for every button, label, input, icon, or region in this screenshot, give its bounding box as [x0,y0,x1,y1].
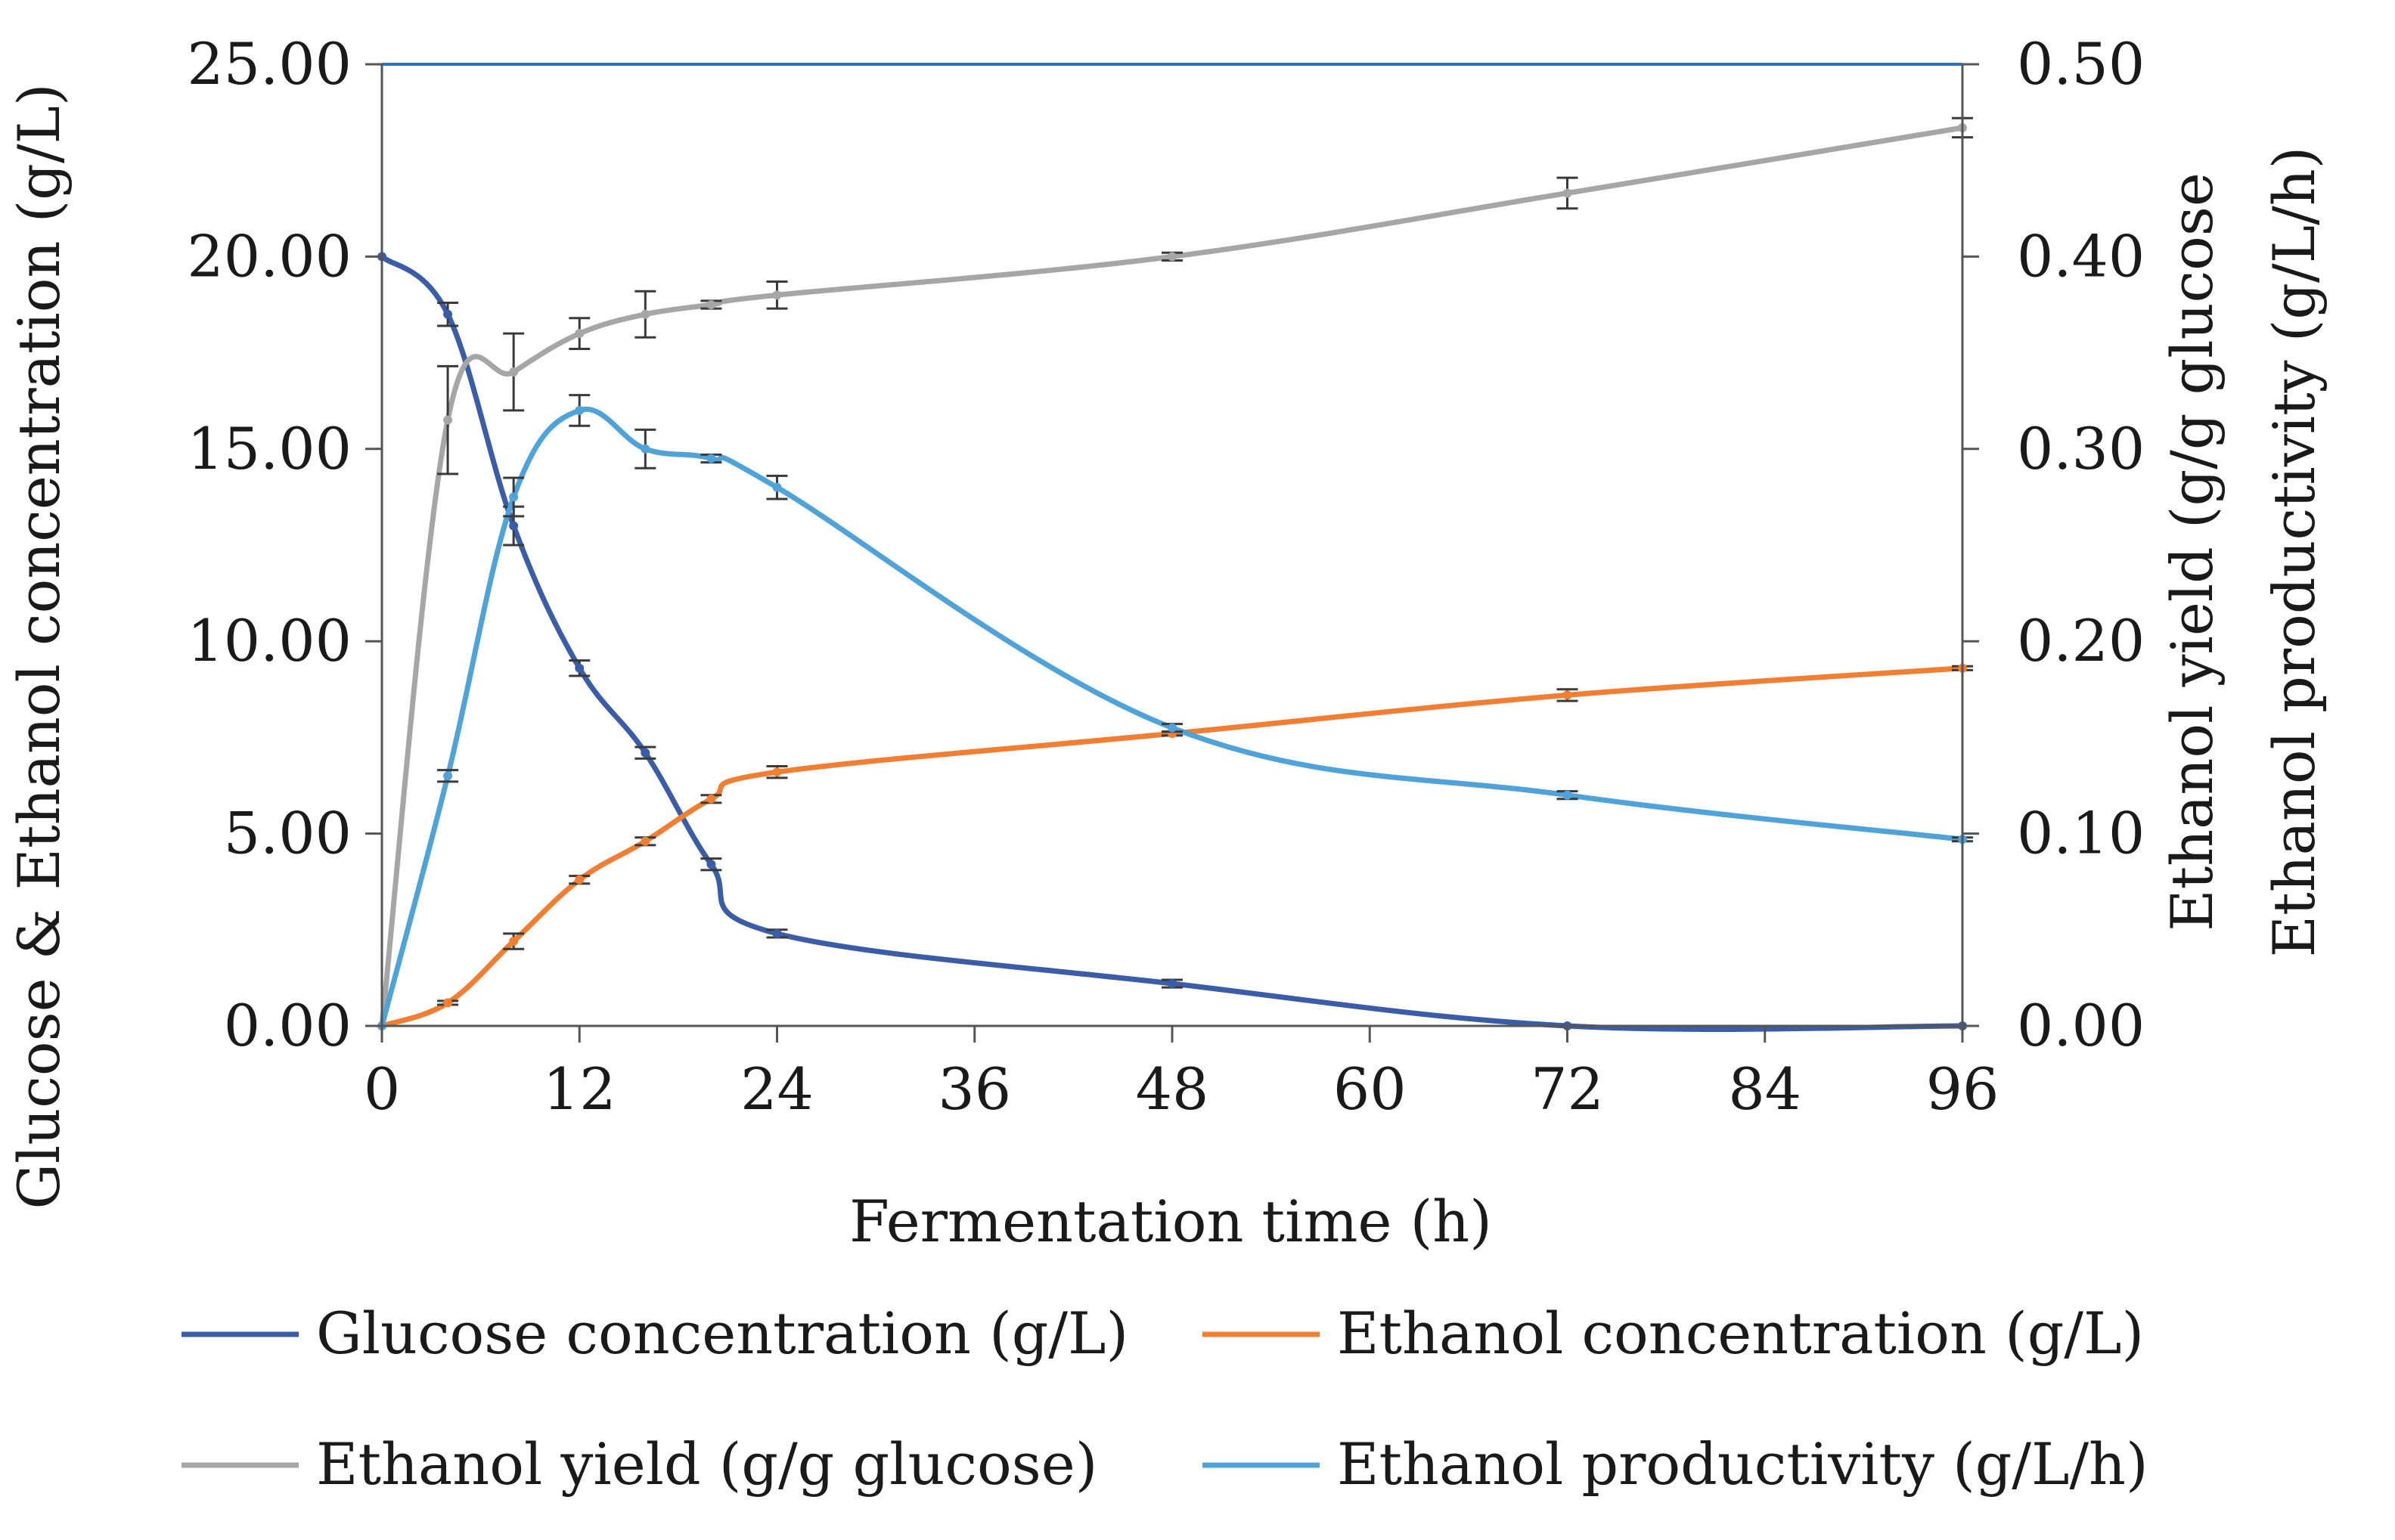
data-point [575,663,585,673]
legend-label-ethanol-concentration: Ethanol concentration (g/L) [1337,1300,2144,1367]
data-point [706,860,716,869]
legend: Glucose concentration (g/L) Ethanol conc… [181,1300,2148,1498]
data-point [706,794,716,804]
data-point [641,444,650,454]
data-point [509,937,519,947]
data-point [1168,252,1177,262]
data-point [772,290,782,300]
legend-label-ethanol-productivity: Ethanol productivity (g/L/h) [1337,1430,2148,1498]
y-right-tick-label: 0.00 [2017,992,2145,1059]
data-point [509,492,519,502]
data-point [443,415,453,425]
x-tick-label: 12 [543,1055,616,1123]
y-right-tick-label: 0.50 [2017,30,2145,98]
series-2 [377,116,1973,1030]
y-right-tick-label: 0.40 [2017,222,2145,290]
data-point [1562,790,1572,800]
data-point [1562,690,1572,700]
y-left-tick-label: 20.00 [187,222,352,290]
data-point [641,748,650,758]
x-tick-label: 48 [1136,1055,1209,1123]
series-line-0 [379,253,1965,1032]
legend-label-ethanol-yield: Ethanol yield (g/g glucose) [316,1430,1097,1498]
data-point [1168,723,1177,733]
y-right-tick-label: 0.10 [2017,800,2145,867]
x-tick-label: 60 [1333,1055,1407,1123]
data-point [509,521,519,531]
x-tick-label: 0 [364,1055,400,1123]
data-point [1168,979,1177,989]
y-left-tick-label: 25.00 [187,30,352,98]
data-point [575,875,585,885]
legend-item-ethanol-yield: Ethanol yield (g/g glucose) [181,1430,1097,1498]
data-point [443,771,453,781]
legend-item-glucose: Glucose concentration (g/L) [181,1300,1128,1367]
data-point [772,928,782,938]
legend-item-ethanol-productivity: Ethanol productivity (g/L/h) [1202,1430,2148,1498]
series-0 [377,252,1967,1032]
legend-item-ethanol-concentration: Ethanol concentration (g/L) [1202,1300,2144,1367]
data-point [772,767,782,777]
data-point [641,309,650,319]
data-point [706,300,716,309]
y-axis-right-title-line1: Ethanol yield (g/g glucose [2158,172,2226,931]
y-right-tick-label: 0.30 [2017,415,2145,482]
y-left-tick-label: 15.00 [187,415,352,482]
series-3 [377,394,1973,1030]
y-left-tick-label: 10.00 [187,607,352,674]
data-point [443,309,453,319]
y-right-tick-label: 0.20 [2017,607,2145,674]
x-tick-label: 36 [938,1055,1011,1123]
data-point [443,998,453,1008]
legend-label-glucose: Glucose concentration (g/L) [316,1300,1128,1367]
data-point [575,329,585,339]
x-tick-label: 84 [1728,1055,1801,1123]
y-left-tick-label: 0.00 [224,992,352,1059]
series-layer [377,116,1973,1032]
series-line-2 [379,125,1965,1029]
data-point [772,482,782,492]
series-line-3 [379,406,1965,1029]
x-tick-label: 96 [1926,1055,1999,1123]
x-tick-label: 24 [740,1055,814,1123]
data-point [1562,188,1572,198]
x-axis-title: Fermentation time (h) [849,1188,1492,1255]
x-tick-label: 72 [1531,1055,1604,1123]
data-point [509,367,519,377]
axes-layer: 0.00 5.00 10.00 15.00 20.00 25.00 0.00 0.10 0.20… [187,30,2145,1123]
data-point [575,405,585,415]
y-axis-right-title-line2: Ethanol productivity (g/L/h) [2260,147,2328,958]
data-point [706,454,716,463]
data-point [641,836,650,846]
y-axis-left-title: Glucose & Ethanol concentration (g/L) [5,83,73,1209]
y-left-tick-label: 5.00 [224,800,352,867]
